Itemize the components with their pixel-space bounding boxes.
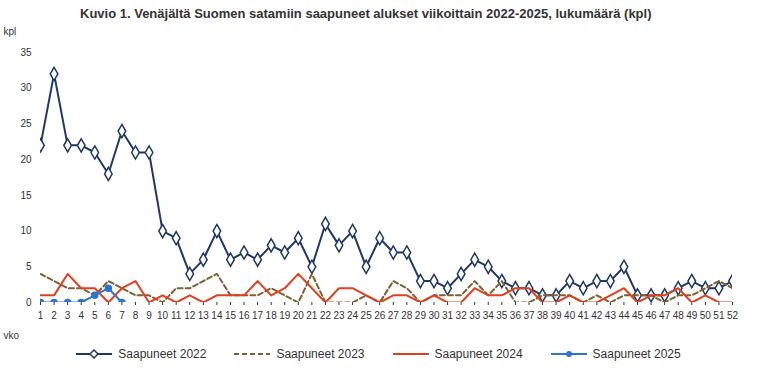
svg-text:25: 25	[361, 310, 373, 321]
svg-text:26: 26	[374, 310, 386, 321]
svg-text:42: 42	[591, 310, 603, 321]
svg-text:20: 20	[293, 310, 305, 321]
svg-text:22: 22	[320, 310, 332, 321]
svg-text:37: 37	[523, 310, 535, 321]
svg-text:38: 38	[537, 310, 549, 321]
svg-text:10: 10	[157, 310, 169, 321]
svg-text:kpl: kpl	[4, 26, 17, 37]
svg-text:23: 23	[333, 310, 345, 321]
svg-text:11: 11	[171, 310, 182, 321]
svg-text:5: 5	[26, 261, 32, 272]
svg-text:45: 45	[632, 310, 644, 321]
svg-text:35: 35	[496, 310, 508, 321]
svg-text:20: 20	[20, 154, 32, 165]
svg-text:33: 33	[469, 310, 481, 321]
svg-text:36: 36	[510, 310, 522, 321]
svg-text:13: 13	[198, 310, 210, 321]
svg-text:30: 30	[20, 82, 32, 93]
svg-text:39: 39	[551, 310, 563, 321]
svg-text:48: 48	[673, 310, 685, 321]
svg-text:10: 10	[20, 225, 32, 236]
svg-text:27: 27	[388, 310, 400, 321]
svg-text:29: 29	[415, 310, 427, 321]
svg-text:3: 3	[65, 310, 71, 321]
svg-text:46: 46	[646, 310, 658, 321]
svg-text:21: 21	[306, 310, 318, 321]
svg-text:44: 44	[618, 310, 630, 321]
svg-text:17: 17	[252, 310, 264, 321]
svg-text:5: 5	[92, 310, 98, 321]
svg-text:0: 0	[26, 297, 32, 308]
svg-text:34: 34	[483, 310, 495, 321]
svg-text:9: 9	[146, 310, 152, 321]
svg-text:vko: vko	[4, 330, 20, 341]
svg-text:31: 31	[442, 310, 454, 321]
svg-text:41: 41	[578, 310, 590, 321]
svg-text:52: 52	[727, 310, 739, 321]
svg-text:4: 4	[78, 310, 84, 321]
svg-text:12: 12	[184, 310, 196, 321]
svg-text:30: 30	[428, 310, 440, 321]
html-text:Saapuneet 2024: Saapuneet 2024	[434, 347, 523, 361]
svg-text:16: 16	[238, 310, 250, 321]
svg-text:32: 32	[456, 310, 468, 321]
svg-text:35: 35	[20, 47, 32, 58]
svg-text:7: 7	[119, 310, 125, 321]
svg-text:28: 28	[401, 310, 413, 321]
svg-text:47: 47	[659, 310, 671, 321]
svg-text:2: 2	[51, 310, 57, 321]
svg-text:15: 15	[20, 190, 32, 201]
svg-text:1: 1	[38, 310, 44, 321]
svg-text:51: 51	[713, 310, 725, 321]
svg-text:50: 50	[700, 310, 712, 321]
svg-text:43: 43	[605, 310, 617, 321]
svg-text:14: 14	[211, 310, 223, 321]
svg-text:25: 25	[20, 118, 32, 129]
svg-text:19: 19	[279, 310, 291, 321]
html-text:Saapuneet 2022: Saapuneet 2022	[118, 347, 207, 361]
svg-text:8: 8	[133, 310, 139, 321]
svg-text:24: 24	[347, 310, 359, 321]
svg-text:40: 40	[564, 310, 576, 321]
html-text:Saapuneet 2023: Saapuneet 2023	[276, 347, 365, 361]
svg-text:15: 15	[225, 310, 237, 321]
svg-text:18: 18	[266, 310, 278, 321]
html-text:Kuvio 1. Venäjältä Suomen sata: Kuvio 1. Venäjältä Suomen satamiin saapu…	[80, 6, 652, 21]
svg-text:6: 6	[106, 310, 112, 321]
html-text:Saapuneet 2025: Saapuneet 2025	[592, 347, 681, 361]
svg-text:49: 49	[686, 310, 698, 321]
